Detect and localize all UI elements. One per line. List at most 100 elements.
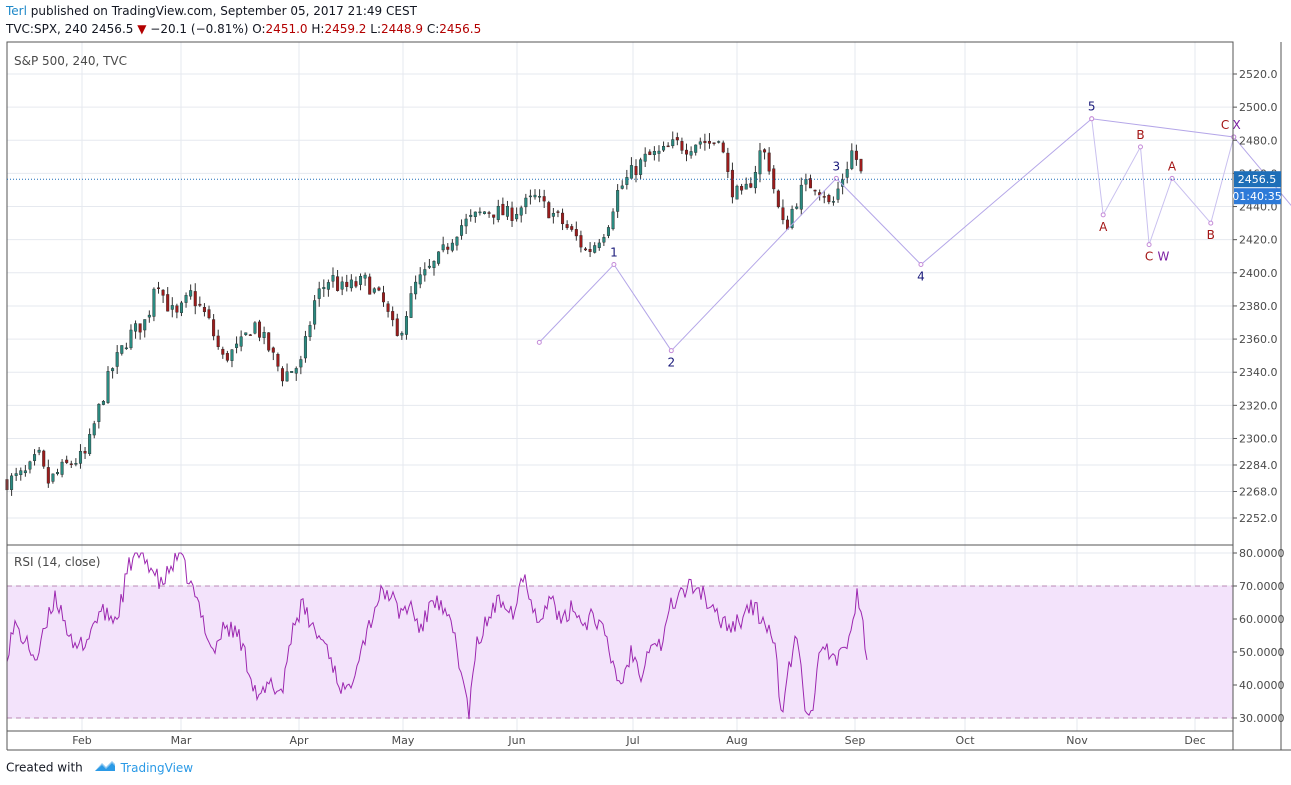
y-tick-label: 2500.0	[1239, 101, 1278, 114]
created-with: Created with	[6, 760, 83, 775]
candle-up	[473, 211, 477, 217]
candle-up	[850, 150, 854, 169]
wave-point[interactable]	[1089, 116, 1095, 122]
candle-up	[88, 434, 92, 454]
candle-up	[23, 470, 27, 474]
wave-point[interactable]	[1208, 220, 1214, 226]
candle-down	[749, 183, 753, 188]
candle-down	[368, 276, 372, 295]
x-tick-label: Feb	[72, 734, 91, 747]
candle-up	[152, 288, 156, 317]
candle-up	[184, 295, 188, 303]
wave-lines[interactable]: 12345ABACWBCXY	[536, 100, 1291, 370]
candle-up	[111, 368, 115, 372]
rsi-band	[7, 585, 1233, 719]
candle-down	[776, 190, 780, 208]
wave-point[interactable]	[918, 262, 924, 268]
wave-point[interactable]	[1146, 242, 1152, 248]
candle-up	[414, 281, 418, 295]
candle-down	[712, 142, 716, 144]
candle-up	[189, 290, 193, 297]
candle-up	[179, 302, 183, 313]
candle-down	[685, 149, 689, 155]
tradingview-logo-icon[interactable]	[93, 759, 117, 777]
wave-point[interactable]	[1137, 144, 1143, 150]
author-link[interactable]: Terl	[6, 4, 27, 18]
candle-up	[423, 269, 427, 276]
candle-up	[717, 141, 721, 143]
wave-label: X	[1232, 118, 1240, 132]
wave-point[interactable]	[536, 339, 542, 345]
wave-label: A	[1168, 159, 1177, 173]
candle-down	[175, 305, 179, 313]
x-tick-label: Jun	[507, 734, 525, 747]
candle-up	[551, 212, 555, 217]
tradingview-brand[interactable]: TradingView	[120, 760, 194, 775]
wave-point[interactable]	[1231, 134, 1237, 140]
rsi-tick-label: 40.0000	[1239, 679, 1285, 692]
wave-point[interactable]	[1169, 175, 1175, 181]
wave-point[interactable]	[668, 348, 674, 354]
candle-down	[377, 287, 381, 291]
candle-up	[101, 401, 105, 405]
candle-up	[37, 449, 41, 453]
candle-up	[33, 454, 37, 461]
candle-up	[524, 197, 528, 208]
candle-down	[547, 202, 551, 219]
candle-up	[735, 185, 739, 200]
symbol-label: TVC:SPX, 240	[6, 22, 88, 36]
candle-down	[345, 281, 349, 287]
candle-up	[134, 323, 138, 332]
candle-up	[845, 169, 849, 178]
candle-down	[675, 137, 679, 141]
candle-up	[239, 336, 243, 347]
candle-down	[221, 348, 225, 355]
rsi-line	[6, 552, 868, 720]
candle-up	[620, 185, 624, 189]
candle-up	[639, 159, 643, 175]
candle-up	[78, 451, 82, 464]
x-tick-label: Aug	[726, 734, 747, 747]
candle-up	[694, 144, 698, 153]
axes: Feb Mar Apr May Jun Jul Aug Sep Oct Nov Dec 2520.0 2…	[7, 68, 1285, 747]
rsi-band-fill	[7, 586, 1233, 718]
current-price-text: 2456.5	[1238, 173, 1277, 186]
candle-up	[60, 461, 64, 475]
candles	[5, 131, 863, 496]
rsi-series	[6, 552, 868, 720]
y-tick-label: 2420.0	[1239, 234, 1278, 247]
candle-down	[138, 323, 142, 333]
wave-line-impulse[interactable]	[538, 118, 1291, 352]
candle-up	[795, 206, 799, 209]
candle-down	[280, 368, 284, 382]
candle-down	[207, 309, 211, 319]
y-tick-label: 2268.0	[1239, 485, 1278, 498]
wave-label: C	[1221, 118, 1229, 132]
low-label: L:	[370, 22, 382, 36]
rsi-tick-label: 80.0000	[1239, 547, 1285, 560]
candle-down	[193, 291, 197, 307]
wave-point[interactable]	[611, 262, 617, 268]
y-tick-label: 2360.0	[1239, 333, 1278, 346]
published-text: published on TradingView.com, September …	[30, 4, 417, 18]
candle-up	[326, 282, 330, 290]
candle-down	[707, 141, 711, 144]
candle-down	[730, 169, 734, 198]
high-label: H:	[311, 22, 325, 36]
candle-up	[244, 332, 248, 335]
wave-point[interactable]	[833, 175, 839, 181]
candle-up	[616, 190, 620, 212]
candle-up	[51, 473, 55, 482]
candle-up	[496, 205, 500, 220]
footer: Created with TradingView	[6, 759, 193, 777]
rsi-tick-label: 30.0000	[1239, 712, 1285, 725]
candle-up	[597, 242, 601, 248]
wave-point[interactable]	[1100, 212, 1106, 218]
candle-down	[446, 246, 450, 250]
wave-line-correction[interactable]	[1091, 118, 1235, 245]
candle-down	[822, 196, 826, 198]
candle-down	[492, 214, 496, 218]
y-tick-label: 2284.0	[1239, 459, 1278, 472]
candle-up	[758, 150, 762, 175]
